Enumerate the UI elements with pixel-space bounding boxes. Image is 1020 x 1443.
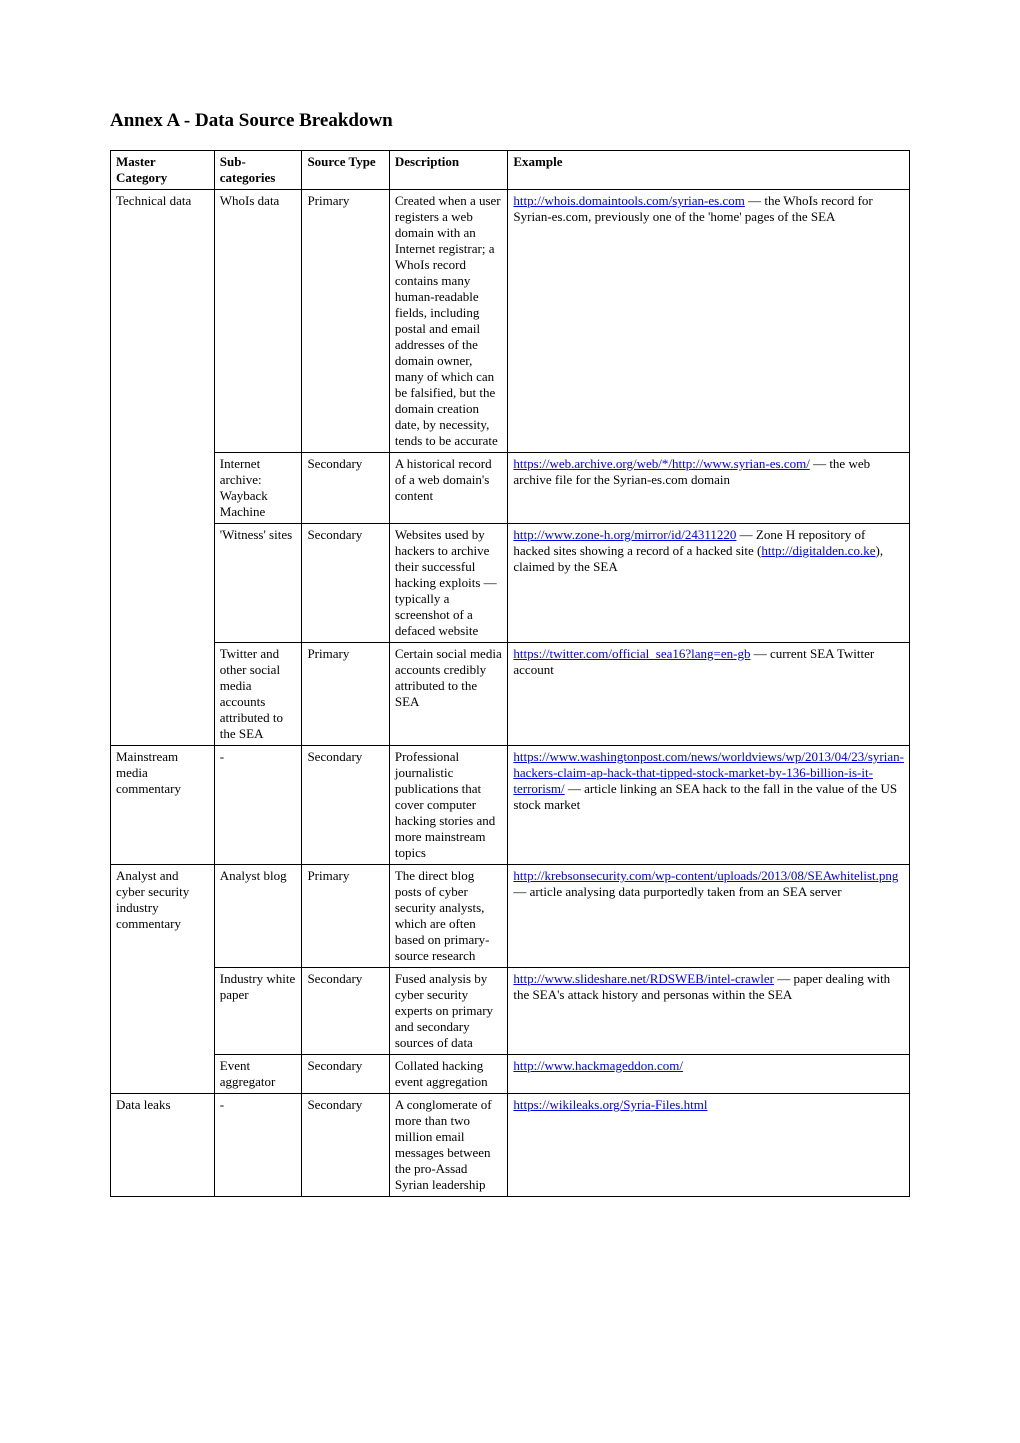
cell-example: http://www.slideshare.net/RDSWEB/intel-c… bbox=[508, 968, 910, 1055]
cell-sub-category: Internet archive: Wayback Machine bbox=[214, 453, 302, 524]
cell-description: A conglomerate of more than two million … bbox=[389, 1094, 508, 1197]
cell-example: https://web.archive.org/web/*/http://www… bbox=[508, 453, 910, 524]
cell-source-type: Secondary bbox=[302, 968, 389, 1055]
example-link[interactable]: https://wikileaks.org/Syria-Files.html bbox=[513, 1097, 707, 1112]
example-link[interactable]: http://www.hackmageddon.com/ bbox=[513, 1058, 683, 1073]
cell-description: Collated hacking event aggregation bbox=[389, 1055, 508, 1094]
cell-description: Created when a user registers a web doma… bbox=[389, 190, 508, 453]
cell-description: Professional journalistic publications t… bbox=[389, 746, 508, 865]
header-desc: Description bbox=[389, 151, 508, 190]
header-master: Master Category bbox=[111, 151, 215, 190]
header-source: Source Type bbox=[302, 151, 389, 190]
cell-description: The direct blog posts of cyber security … bbox=[389, 865, 508, 968]
cell-example: http://whois.domaintools.com/syrian-es.c… bbox=[508, 190, 910, 453]
table-row: 'Witness' sitesSecondaryWebsites used by… bbox=[111, 524, 910, 643]
cell-sub-category: Event aggregator bbox=[214, 1055, 302, 1094]
cell-description: Certain social media accounts credibly a… bbox=[389, 643, 508, 746]
table-row: Data leaks-SecondaryA conglomerate of mo… bbox=[111, 1094, 910, 1197]
table-row: Twitter and other social media accounts … bbox=[111, 643, 910, 746]
cell-description: Fused analysis by cyber security experts… bbox=[389, 968, 508, 1055]
cell-sub-category: 'Witness' sites bbox=[214, 524, 302, 643]
cell-sub-category: - bbox=[214, 746, 302, 865]
table-row: Internet archive: Wayback MachineSeconda… bbox=[111, 453, 910, 524]
example-link[interactable]: http://www.zone-h.org/mirror/id/24311220 bbox=[513, 527, 736, 542]
cell-sub-category: WhoIs data bbox=[214, 190, 302, 453]
cell-example: http://www.zone-h.org/mirror/id/24311220… bbox=[508, 524, 910, 643]
cell-source-type: Primary bbox=[302, 865, 389, 968]
cell-example: https://www.washingtonpost.com/news/worl… bbox=[508, 746, 910, 865]
cell-source-type: Secondary bbox=[302, 524, 389, 643]
cell-description: Websites used by hackers to archive thei… bbox=[389, 524, 508, 643]
cell-source-type: Secondary bbox=[302, 1094, 389, 1197]
header-sub: Sub-categories bbox=[214, 151, 302, 190]
cell-example: http://krebsonsecurity.com/wp-content/up… bbox=[508, 865, 910, 968]
cell-sub-category: Industry white paper bbox=[214, 968, 302, 1055]
header-example: Example bbox=[508, 151, 910, 190]
cell-description: A historical record of a web domain's co… bbox=[389, 453, 508, 524]
cell-sub-category: - bbox=[214, 1094, 302, 1197]
cell-source-type: Primary bbox=[302, 643, 389, 746]
example-link[interactable]: https://web.archive.org/web/*/http://www… bbox=[513, 456, 809, 471]
data-source-table: Master Category Sub-categories Source Ty… bbox=[110, 150, 910, 1197]
example-link[interactable]: http://krebsonsecurity.com/wp-content/up… bbox=[513, 868, 898, 883]
cell-master-category: Mainstream media commentary bbox=[111, 746, 215, 865]
cell-source-type: Primary bbox=[302, 190, 389, 453]
cell-source-type: Secondary bbox=[302, 746, 389, 865]
cell-source-type: Secondary bbox=[302, 453, 389, 524]
cell-master-category: Analyst and cyber security industry comm… bbox=[111, 865, 215, 1094]
example-link[interactable]: http://whois.domaintools.com/syrian-es.c… bbox=[513, 193, 744, 208]
cell-example: https://twitter.com/official_sea16?lang=… bbox=[508, 643, 910, 746]
table-row: Technical dataWhoIs dataPrimaryCreated w… bbox=[111, 190, 910, 453]
cell-source-type: Secondary bbox=[302, 1055, 389, 1094]
table-header-row: Master Category Sub-categories Source Ty… bbox=[111, 151, 910, 190]
cell-master-category: Technical data bbox=[111, 190, 215, 746]
table-row: Event aggregatorSecondaryCollated hackin… bbox=[111, 1055, 910, 1094]
example-text: — article analysing data purportedly tak… bbox=[513, 884, 841, 899]
table-row: Analyst and cyber security industry comm… bbox=[111, 865, 910, 968]
cell-sub-category: Twitter and other social media accounts … bbox=[214, 643, 302, 746]
cell-example: https://wikileaks.org/Syria-Files.html bbox=[508, 1094, 910, 1197]
table-row: Industry white paperSecondaryFused analy… bbox=[111, 968, 910, 1055]
example-link[interactable]: https://twitter.com/official_sea16?lang=… bbox=[513, 646, 750, 661]
page-title: Annex A - Data Source Breakdown bbox=[110, 110, 910, 132]
cell-master-category: Data leaks bbox=[111, 1094, 215, 1197]
example-link-secondary[interactable]: http://digitalden.co.ke bbox=[761, 543, 875, 558]
example-link[interactable]: http://www.slideshare.net/RDSWEB/intel-c… bbox=[513, 971, 774, 986]
cell-sub-category: Analyst blog bbox=[214, 865, 302, 968]
example-text: — article linking an SEA hack to the fal… bbox=[513, 781, 897, 812]
cell-example: http://www.hackmageddon.com/ bbox=[508, 1055, 910, 1094]
table-row: Mainstream media commentary-SecondaryPro… bbox=[111, 746, 910, 865]
